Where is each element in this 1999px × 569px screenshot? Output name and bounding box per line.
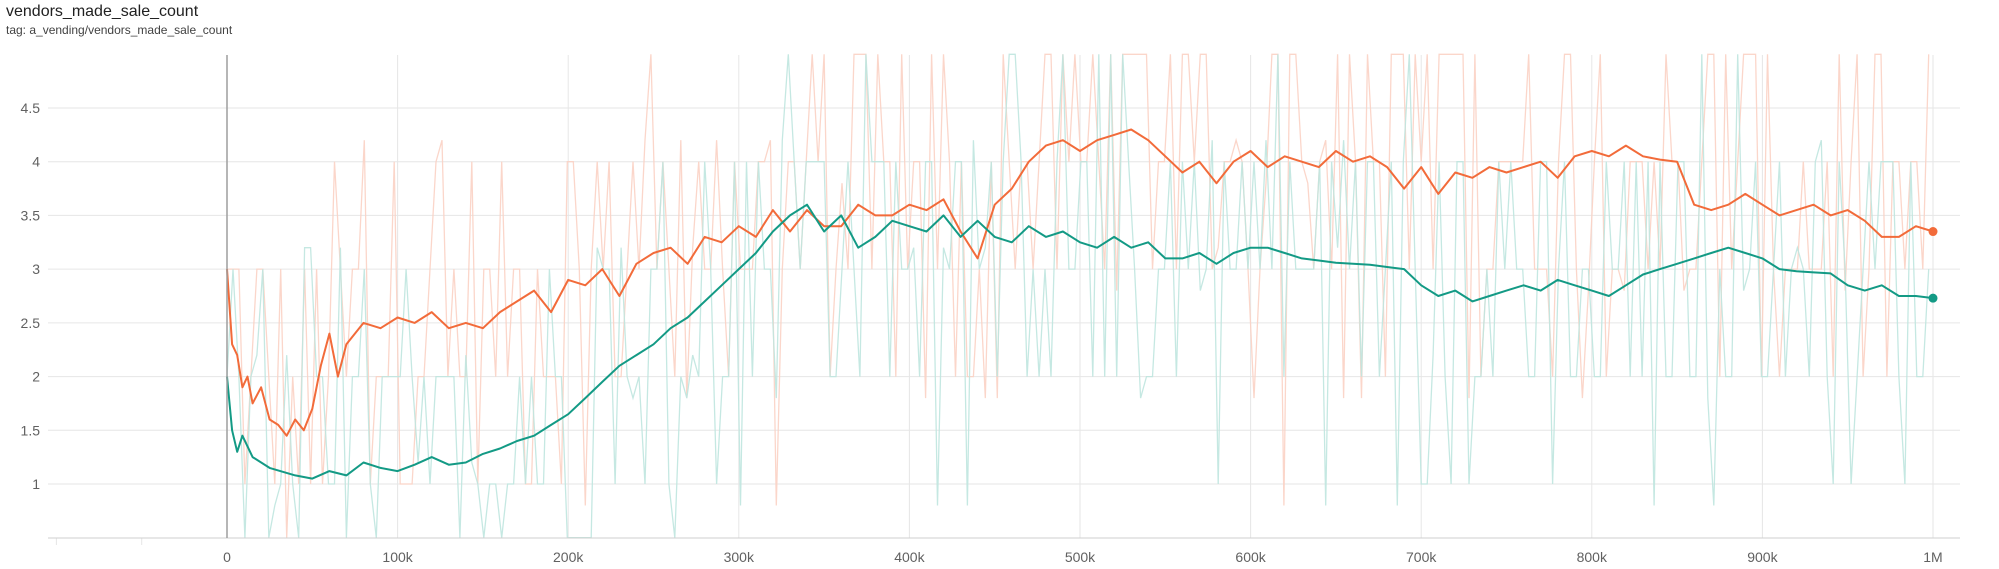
raw-series-group	[226, 53, 1930, 539]
raw-series-line-0	[227, 53, 1930, 538]
series-end-point-1	[1928, 293, 1938, 303]
x-tick-label: 100k	[382, 549, 413, 565]
smoothed-series-line-1	[226, 203, 1934, 480]
x-tick-label: 600k	[1235, 549, 1266, 565]
x-tick-label: 500k	[1065, 549, 1096, 565]
tick-labels: 1 1.5 2 2.5 3 3.5 4 4.5 0 100k 200k 300k 400k 500k 600…	[21, 100, 1943, 565]
raw-series-line-1	[226, 53, 1930, 539]
smoothed-series-line-0	[226, 128, 1934, 437]
x-tick-label: 1M	[1923, 549, 1942, 565]
smoothed-series-group	[226, 128, 1938, 480]
y-tick-label: 2.5	[21, 315, 41, 331]
y-tick-label: 3	[32, 261, 40, 277]
x-tick-label: 200k	[553, 549, 584, 565]
y-tick-label: 1	[32, 476, 40, 492]
x-tick-label: 300k	[724, 549, 755, 565]
x-tick-label: 0	[223, 549, 231, 565]
chart-title: vendors_made_sale_count	[6, 3, 199, 20]
x-tick-label: 800k	[1577, 549, 1608, 565]
y-tick-label: 4.5	[21, 100, 41, 116]
series-end-point-0	[1928, 227, 1938, 237]
chart-tag: tag: a_vending/vendors_made_sale_count	[6, 23, 233, 37]
x-tick-label: 400k	[894, 549, 925, 565]
chart-axes	[48, 55, 1960, 539]
x-tick-label: 900k	[1747, 549, 1778, 565]
x-tick-label: 700k	[1406, 549, 1437, 565]
y-tick-label: 4	[32, 154, 40, 170]
y-tick-label: 1.5	[21, 422, 41, 438]
y-tick-label: 2	[32, 369, 40, 385]
chart-header: vendors_made_sale_count tag: a_vending/v…	[6, 2, 232, 38]
y-tick-label: 3.5	[21, 207, 41, 223]
